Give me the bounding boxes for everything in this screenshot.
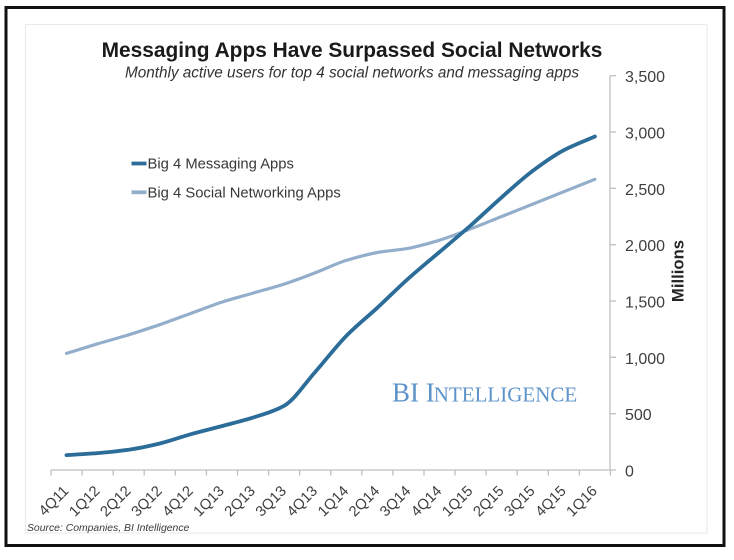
svg-text:0: 0 (625, 464, 634, 481)
svg-text:3,500: 3,500 (625, 69, 665, 86)
svg-text:1,000: 1,000 (625, 351, 665, 368)
svg-text:Big 4 Social Networking Apps: Big 4 Social Networking Apps (148, 185, 341, 201)
svg-text:1,500: 1,500 (625, 295, 665, 312)
svg-text:3,000: 3,000 (625, 126, 665, 143)
svg-text:2,000: 2,000 (625, 238, 665, 255)
svg-text:Big 4 Messaging Apps: Big 4 Messaging Apps (148, 157, 294, 173)
svg-text:Monthly active users for top 4: Monthly active users for top 4 social ne… (125, 65, 579, 82)
svg-text:Source: Companies, BI Intellig: Source: Companies, BI Intelligence (27, 523, 190, 534)
svg-text:Messaging Apps Have Surpassed: Messaging Apps Have Surpassed Social Net… (102, 39, 603, 62)
svg-text:BI INTELLIGENCE: BI INTELLIGENCE (392, 378, 577, 408)
svg-text:2,500: 2,500 (625, 182, 665, 199)
svg-text:Millions: Millions (669, 240, 688, 302)
svg-text:500: 500 (625, 407, 652, 424)
